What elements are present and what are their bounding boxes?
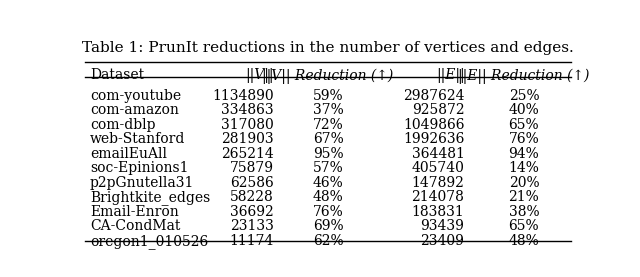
Text: com-dblp: com-dblp — [90, 118, 156, 132]
Text: 23409: 23409 — [420, 234, 465, 248]
Text: 48%: 48% — [312, 190, 344, 204]
Text: 36692: 36692 — [230, 205, 273, 219]
Text: 59%: 59% — [313, 89, 343, 103]
Text: 94%: 94% — [509, 147, 540, 161]
Text: 20%: 20% — [509, 176, 540, 190]
Text: ||V|| Reduction (↑): ||V|| Reduction (↑) — [262, 68, 394, 84]
Text: com-amazon: com-amazon — [90, 103, 179, 117]
Text: 265214: 265214 — [221, 147, 273, 161]
Text: emailEuAll: emailEuAll — [90, 147, 167, 161]
Text: 1134890: 1134890 — [212, 89, 273, 103]
Text: ||V||: ||V|| — [245, 68, 273, 83]
Text: 72%: 72% — [312, 118, 344, 132]
Text: 95%: 95% — [313, 147, 343, 161]
Text: 21%: 21% — [509, 190, 540, 204]
Text: 14%: 14% — [509, 161, 540, 175]
Text: Table 1: PrunIt reductions in the number of vertices and edges.: Table 1: PrunIt reductions in the number… — [82, 41, 574, 55]
Text: Email-Enron: Email-Enron — [90, 205, 179, 219]
Text: com-youtube: com-youtube — [90, 89, 181, 103]
Text: 925872: 925872 — [412, 103, 465, 117]
Text: 58228: 58228 — [230, 190, 273, 204]
Text: 405740: 405740 — [412, 161, 465, 175]
Text: 334863: 334863 — [221, 103, 273, 117]
Text: 65%: 65% — [509, 219, 540, 233]
Text: CA-CondMat: CA-CondMat — [90, 219, 180, 233]
Text: ||E|| Reduction (↑): ||E|| Reduction (↑) — [458, 68, 589, 84]
Text: 48%: 48% — [509, 234, 540, 248]
Text: 67%: 67% — [312, 132, 344, 146]
Text: 38%: 38% — [509, 205, 540, 219]
Text: Dataset: Dataset — [90, 68, 144, 83]
Text: 76%: 76% — [509, 132, 540, 146]
Text: 11174: 11174 — [229, 234, 273, 248]
Text: p2pGnutella31: p2pGnutella31 — [90, 176, 195, 190]
Text: 75879: 75879 — [230, 161, 273, 175]
Text: 147892: 147892 — [412, 176, 465, 190]
Text: 281903: 281903 — [221, 132, 273, 146]
Text: 23133: 23133 — [230, 219, 273, 233]
Text: Brightkite_edges: Brightkite_edges — [90, 190, 210, 205]
Text: 69%: 69% — [313, 219, 343, 233]
Text: 214078: 214078 — [412, 190, 465, 204]
Text: oregon1_010526: oregon1_010526 — [90, 234, 208, 249]
Text: 37%: 37% — [312, 103, 344, 117]
Text: soc-Epinions1: soc-Epinions1 — [90, 161, 188, 175]
Text: web-Stanford: web-Stanford — [90, 132, 186, 146]
Text: 183831: 183831 — [412, 205, 465, 219]
Text: 1049866: 1049866 — [403, 118, 465, 132]
Text: 1992636: 1992636 — [403, 132, 465, 146]
Text: 57%: 57% — [312, 161, 344, 175]
Text: 317080: 317080 — [221, 118, 273, 132]
Text: 46%: 46% — [312, 176, 344, 190]
Text: 76%: 76% — [312, 205, 344, 219]
Text: 65%: 65% — [509, 118, 540, 132]
Text: 364481: 364481 — [412, 147, 465, 161]
Text: 25%: 25% — [509, 89, 540, 103]
Text: 40%: 40% — [509, 103, 540, 117]
Text: ||E||: ||E|| — [436, 68, 465, 83]
Text: 2987624: 2987624 — [403, 89, 465, 103]
Text: 62586: 62586 — [230, 176, 273, 190]
Text: 93439: 93439 — [420, 219, 465, 233]
Text: 62%: 62% — [313, 234, 343, 248]
